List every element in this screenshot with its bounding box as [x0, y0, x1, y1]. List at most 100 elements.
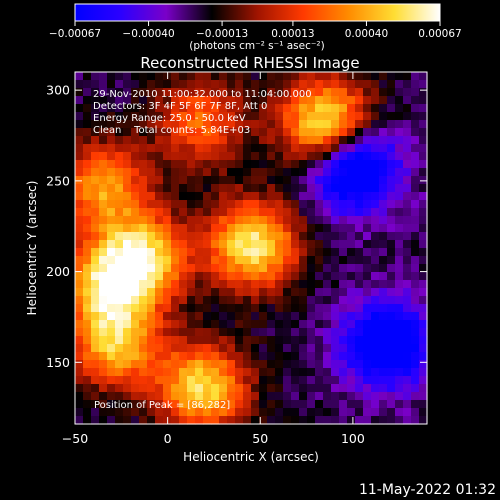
heatmap-cell [75, 144, 84, 153]
heatmap-cell [339, 352, 348, 361]
heatmap-cell [403, 240, 412, 249]
heatmap-cell [139, 328, 148, 337]
heatmap-cell [371, 256, 380, 265]
heatmap-cell [371, 216, 380, 225]
heatmap-cell [155, 304, 164, 313]
heatmap-cell [139, 104, 148, 113]
heatmap-cell [307, 288, 316, 297]
heatmap-cell [267, 280, 276, 289]
heatmap-cell [211, 352, 220, 361]
heatmap-cell [275, 184, 284, 193]
heatmap-cell [107, 360, 116, 369]
heatmap-cell [147, 240, 156, 249]
heatmap-cell [227, 272, 236, 281]
heatmap-cell [355, 96, 364, 105]
heatmap-cell [139, 88, 148, 97]
heatmap-cell [347, 216, 356, 225]
heatmap-cell [195, 328, 204, 337]
heatmap-cell [99, 392, 108, 401]
heatmap-cell [387, 320, 396, 329]
heatmap-cell [131, 80, 140, 89]
heatmap-cell [155, 232, 164, 241]
heatmap-cell [123, 88, 132, 97]
y-axis-label: Heliocentric Y (arcsec) [25, 181, 39, 316]
heatmap-cell [379, 208, 388, 217]
heatmap-cell [363, 400, 372, 409]
heatmap-cell [291, 88, 300, 97]
heatmap-cell [171, 160, 180, 169]
heatmap-cell [275, 272, 284, 281]
heatmap-cell [227, 280, 236, 289]
heatmap-cell [91, 104, 100, 113]
heatmap-cell [411, 104, 420, 113]
heatmap-cell [267, 328, 276, 337]
heatmap-cell [75, 208, 84, 217]
heatmap-cell [171, 416, 180, 425]
heatmap-cell [155, 176, 164, 185]
heatmap-cell [403, 208, 412, 217]
heatmap-cell [147, 192, 156, 201]
heatmap-cell [171, 320, 180, 329]
heatmap-cell [331, 352, 340, 361]
heatmap-cell [363, 192, 372, 201]
heatmap-cell [291, 256, 300, 265]
heatmap-cell [419, 144, 428, 153]
heatmap-cell [155, 328, 164, 337]
heatmap-cell [99, 72, 108, 81]
heatmap-cell [267, 72, 276, 81]
heatmap-cell [227, 352, 236, 361]
heatmap-cell [235, 216, 244, 225]
heatmap-cell [419, 336, 428, 345]
heatmap-cell [363, 272, 372, 281]
heatmap-cell [147, 216, 156, 225]
heatmap-cell [259, 104, 268, 113]
heatmap-cell [307, 160, 316, 169]
heatmap-cell [147, 80, 156, 89]
heatmap-cell [331, 416, 340, 425]
heatmap-cell [323, 400, 332, 409]
heatmap-cell [147, 368, 156, 377]
heatmap-cell [163, 288, 172, 297]
heatmap-cell [163, 304, 172, 313]
heatmap-cell [419, 136, 428, 145]
heatmap-cell [163, 272, 172, 281]
heatmap-cell [243, 344, 252, 353]
heatmap-cell [339, 136, 348, 145]
heatmap-cell [307, 232, 316, 241]
heatmap-cell [155, 152, 164, 161]
heatmap-cell [115, 88, 124, 97]
heatmap-cell [131, 304, 140, 313]
heatmap-cell [131, 208, 140, 217]
heatmap-cell [115, 96, 124, 105]
heatmap-cell [171, 360, 180, 369]
heatmap-cell [179, 120, 188, 129]
heatmap-cell [403, 416, 412, 425]
heatmap-cell [331, 368, 340, 377]
annotation-detectors: Detectors: 3F 4F 5F 6F 7F 8F, Att 0 [93, 101, 267, 112]
heatmap-cell [147, 360, 156, 369]
heatmap-cell [275, 264, 284, 273]
heatmap-cell [315, 144, 324, 153]
heatmap-cell [75, 72, 84, 81]
heatmap-cell [243, 256, 252, 265]
heatmap-cell [219, 360, 228, 369]
heatmap-cell [187, 416, 196, 425]
heatmap-cell [411, 160, 420, 169]
heatmap-cell [139, 152, 148, 161]
heatmap-cell [243, 200, 252, 209]
heatmap-cell [227, 376, 236, 385]
heatmap-cell [139, 296, 148, 305]
heatmap-cell [163, 336, 172, 345]
heatmap-cell [163, 400, 172, 409]
heatmap-cell [99, 248, 108, 257]
heatmap-cell [187, 80, 196, 89]
heatmap-cell [251, 336, 260, 345]
heatmap-cell [155, 192, 164, 201]
heatmap-cell [291, 152, 300, 161]
heatmap-cell [227, 360, 236, 369]
heatmap-cell [299, 272, 308, 281]
heatmap-cell [187, 368, 196, 377]
heatmap-cell [235, 384, 244, 393]
heatmap-cell [379, 152, 388, 161]
heatmap-cell [411, 216, 420, 225]
